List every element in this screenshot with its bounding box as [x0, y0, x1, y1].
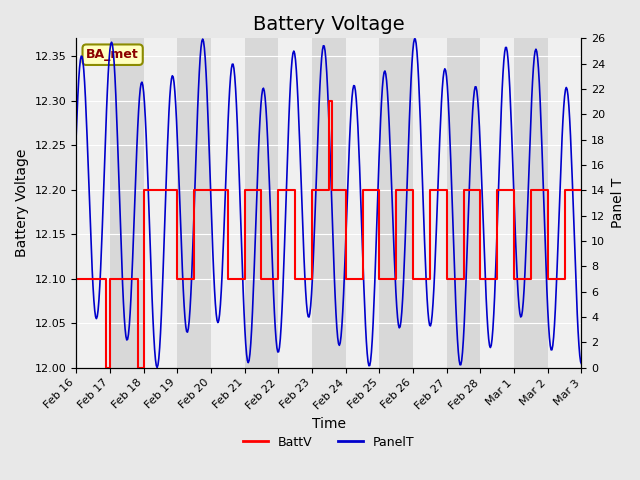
Bar: [481, 38, 514, 368]
Bar: [413, 38, 447, 368]
X-axis label: Time: Time: [312, 417, 346, 431]
Bar: [177, 38, 211, 368]
Bar: [514, 38, 548, 368]
Title: Battery Voltage: Battery Voltage: [253, 15, 404, 34]
Y-axis label: Battery Voltage: Battery Voltage: [15, 149, 29, 257]
Text: BA_met: BA_met: [86, 48, 139, 61]
Bar: [110, 38, 143, 368]
Legend: BattV, PanelT: BattV, PanelT: [238, 431, 419, 454]
Bar: [548, 38, 582, 368]
Bar: [143, 38, 177, 368]
Bar: [211, 38, 244, 368]
Bar: [447, 38, 481, 368]
Bar: [312, 38, 346, 368]
Bar: [76, 38, 110, 368]
Bar: [244, 38, 278, 368]
Bar: [346, 38, 380, 368]
Y-axis label: Panel T: Panel T: [611, 178, 625, 228]
Bar: [278, 38, 312, 368]
Bar: [380, 38, 413, 368]
